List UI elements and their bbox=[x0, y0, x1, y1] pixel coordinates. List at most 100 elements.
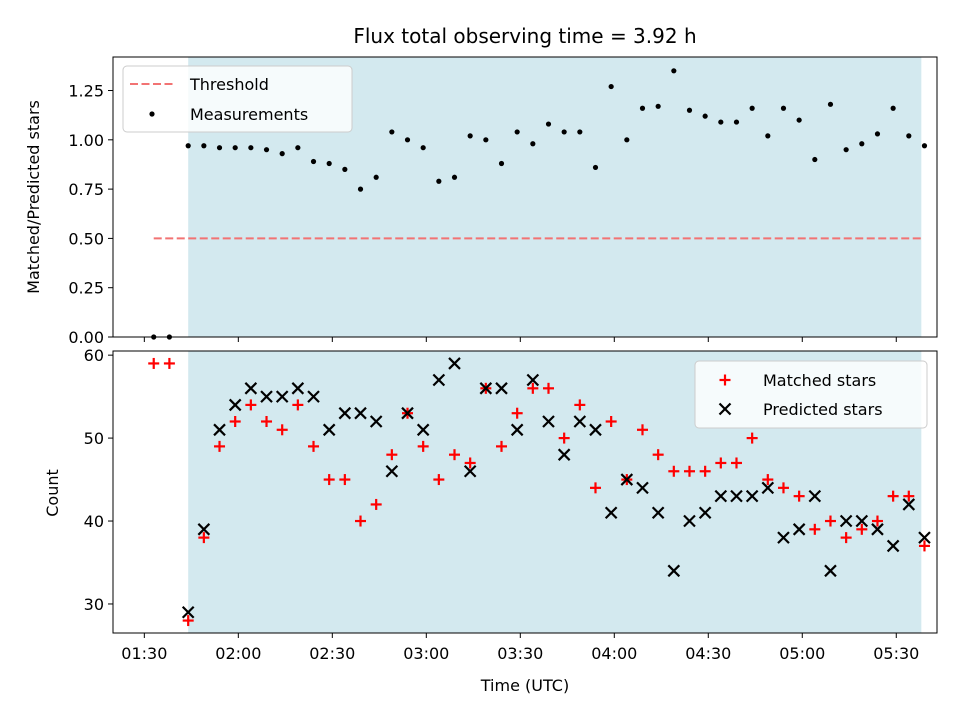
predicted-star-point bbox=[260, 390, 273, 403]
matched-star-point bbox=[824, 515, 836, 527]
predicted-star-point bbox=[839, 514, 853, 528]
measurement-point bbox=[248, 145, 254, 151]
measurement-point bbox=[921, 143, 928, 149]
predicted-star-point bbox=[307, 390, 320, 403]
x-tick-label: 05:00 bbox=[779, 644, 825, 663]
measurement-point bbox=[812, 156, 818, 163]
matched-star-point bbox=[903, 490, 915, 502]
x-tick-label: 04:30 bbox=[685, 644, 731, 663]
top-panel: 0.00 0.25 0.50 0.75 1.00 1.25 Threshold Measure… bbox=[68, 56, 938, 347]
y-tick-label: 30 bbox=[84, 595, 104, 614]
matched-star-point bbox=[245, 399, 257, 411]
matched-star-point bbox=[715, 457, 727, 469]
predicted-star-point bbox=[589, 423, 602, 437]
matched-star-point bbox=[355, 515, 367, 527]
measurement-point bbox=[451, 174, 458, 180]
legend-box bbox=[122, 65, 353, 133]
measurement-point bbox=[263, 147, 270, 153]
predicted-star-point bbox=[573, 415, 587, 428]
measurement-point bbox=[765, 133, 771, 139]
measurement-point bbox=[420, 145, 426, 151]
matched-star-point bbox=[809, 523, 821, 535]
legend-label: Matched stars bbox=[763, 371, 876, 390]
matched-star-point bbox=[871, 515, 883, 527]
predicted-star-point bbox=[495, 382, 508, 395]
matched-star-point bbox=[652, 449, 664, 461]
measurement-point bbox=[373, 174, 379, 180]
predicted-star-point bbox=[886, 539, 900, 553]
x-tick-label: 02:00 bbox=[215, 644, 261, 663]
matched-star-point bbox=[746, 432, 758, 444]
matched-star-point bbox=[148, 357, 160, 369]
predicted-star-point bbox=[620, 473, 634, 486]
predicted-star-point bbox=[322, 423, 336, 437]
predicted-star-point bbox=[918, 531, 931, 544]
matched-star-point bbox=[276, 424, 288, 436]
measurement-point bbox=[185, 143, 191, 149]
y-tick-label: 60 bbox=[84, 346, 104, 365]
predicted-star-point bbox=[604, 506, 618, 520]
top-axes-frame bbox=[112, 56, 938, 338]
matched-star-point bbox=[323, 474, 335, 486]
measurement-point bbox=[780, 105, 787, 111]
matched-star-point bbox=[777, 482, 789, 494]
matched-star-point bbox=[292, 399, 304, 411]
chart-title: Flux total observing time = 3.92 h bbox=[353, 24, 696, 48]
measurement-point bbox=[859, 141, 865, 147]
matched-star-point bbox=[449, 449, 461, 461]
predicted-star-point bbox=[902, 498, 916, 511]
measurement-point bbox=[216, 145, 223, 151]
predicted-star-point bbox=[354, 406, 367, 420]
y-tick-label: 50 bbox=[84, 429, 104, 448]
y-tick-label: 0.00 bbox=[68, 328, 104, 347]
measurement-point bbox=[357, 186, 364, 192]
measurement-point bbox=[561, 129, 567, 135]
matched-star-point bbox=[605, 416, 617, 427]
measurement-point bbox=[467, 133, 473, 139]
measurement-point bbox=[655, 103, 661, 109]
predicted-star-point bbox=[730, 489, 743, 503]
matched-star-point bbox=[636, 424, 648, 436]
bottom-axes-frame bbox=[112, 350, 938, 634]
predicted-star-point bbox=[448, 357, 461, 370]
predicted-star-point bbox=[792, 523, 806, 536]
measurement-point bbox=[279, 151, 285, 157]
predicted-star-point bbox=[416, 423, 430, 437]
matched-star-point bbox=[163, 357, 175, 369]
matched-star-point bbox=[730, 457, 742, 469]
top-legend: Threshold Measurements bbox=[122, 65, 353, 133]
x-tick-label: 03:00 bbox=[403, 644, 449, 663]
y-tick-label: 0.75 bbox=[68, 180, 104, 199]
predicted-star-point bbox=[432, 373, 446, 387]
predicted-star-point bbox=[824, 564, 837, 578]
y-tick-label: 0.25 bbox=[68, 279, 104, 298]
matched-star-point bbox=[589, 482, 601, 494]
top-y-axis-label: Matched/Predicted stars bbox=[24, 100, 43, 294]
measurement-point bbox=[686, 107, 693, 113]
predicted-star-point bbox=[463, 464, 477, 478]
matched-star-point bbox=[762, 474, 774, 486]
predicted-star-point bbox=[291, 382, 305, 395]
bottom-panel: 30 40 50 60 01:30 02:00 02:30 03:00 03:30 04:00 04… bbox=[84, 346, 938, 663]
measurement-point bbox=[295, 145, 301, 151]
measurement-point bbox=[624, 137, 630, 143]
measurement-point bbox=[514, 129, 520, 135]
predicted-star-point bbox=[855, 514, 869, 528]
predicted-star-point bbox=[714, 489, 728, 503]
x-tick-label: 03:30 bbox=[497, 644, 543, 663]
measurement-point bbox=[718, 119, 724, 125]
matched-star-point bbox=[386, 449, 398, 461]
measurement-point bbox=[201, 143, 207, 149]
matched-star-point bbox=[433, 474, 445, 486]
matched-star-point bbox=[339, 474, 351, 486]
predicted-star-point bbox=[369, 415, 383, 428]
predicted-star-point bbox=[479, 382, 493, 395]
measurement-point bbox=[827, 101, 834, 107]
measurement-point bbox=[436, 178, 442, 184]
predicted-star-point bbox=[181, 605, 195, 619]
measurement-point bbox=[796, 117, 802, 123]
measurement-point bbox=[608, 83, 614, 90]
predicted-star-point bbox=[510, 423, 524, 437]
measurement-point bbox=[592, 164, 599, 171]
measurement-point bbox=[483, 137, 489, 143]
